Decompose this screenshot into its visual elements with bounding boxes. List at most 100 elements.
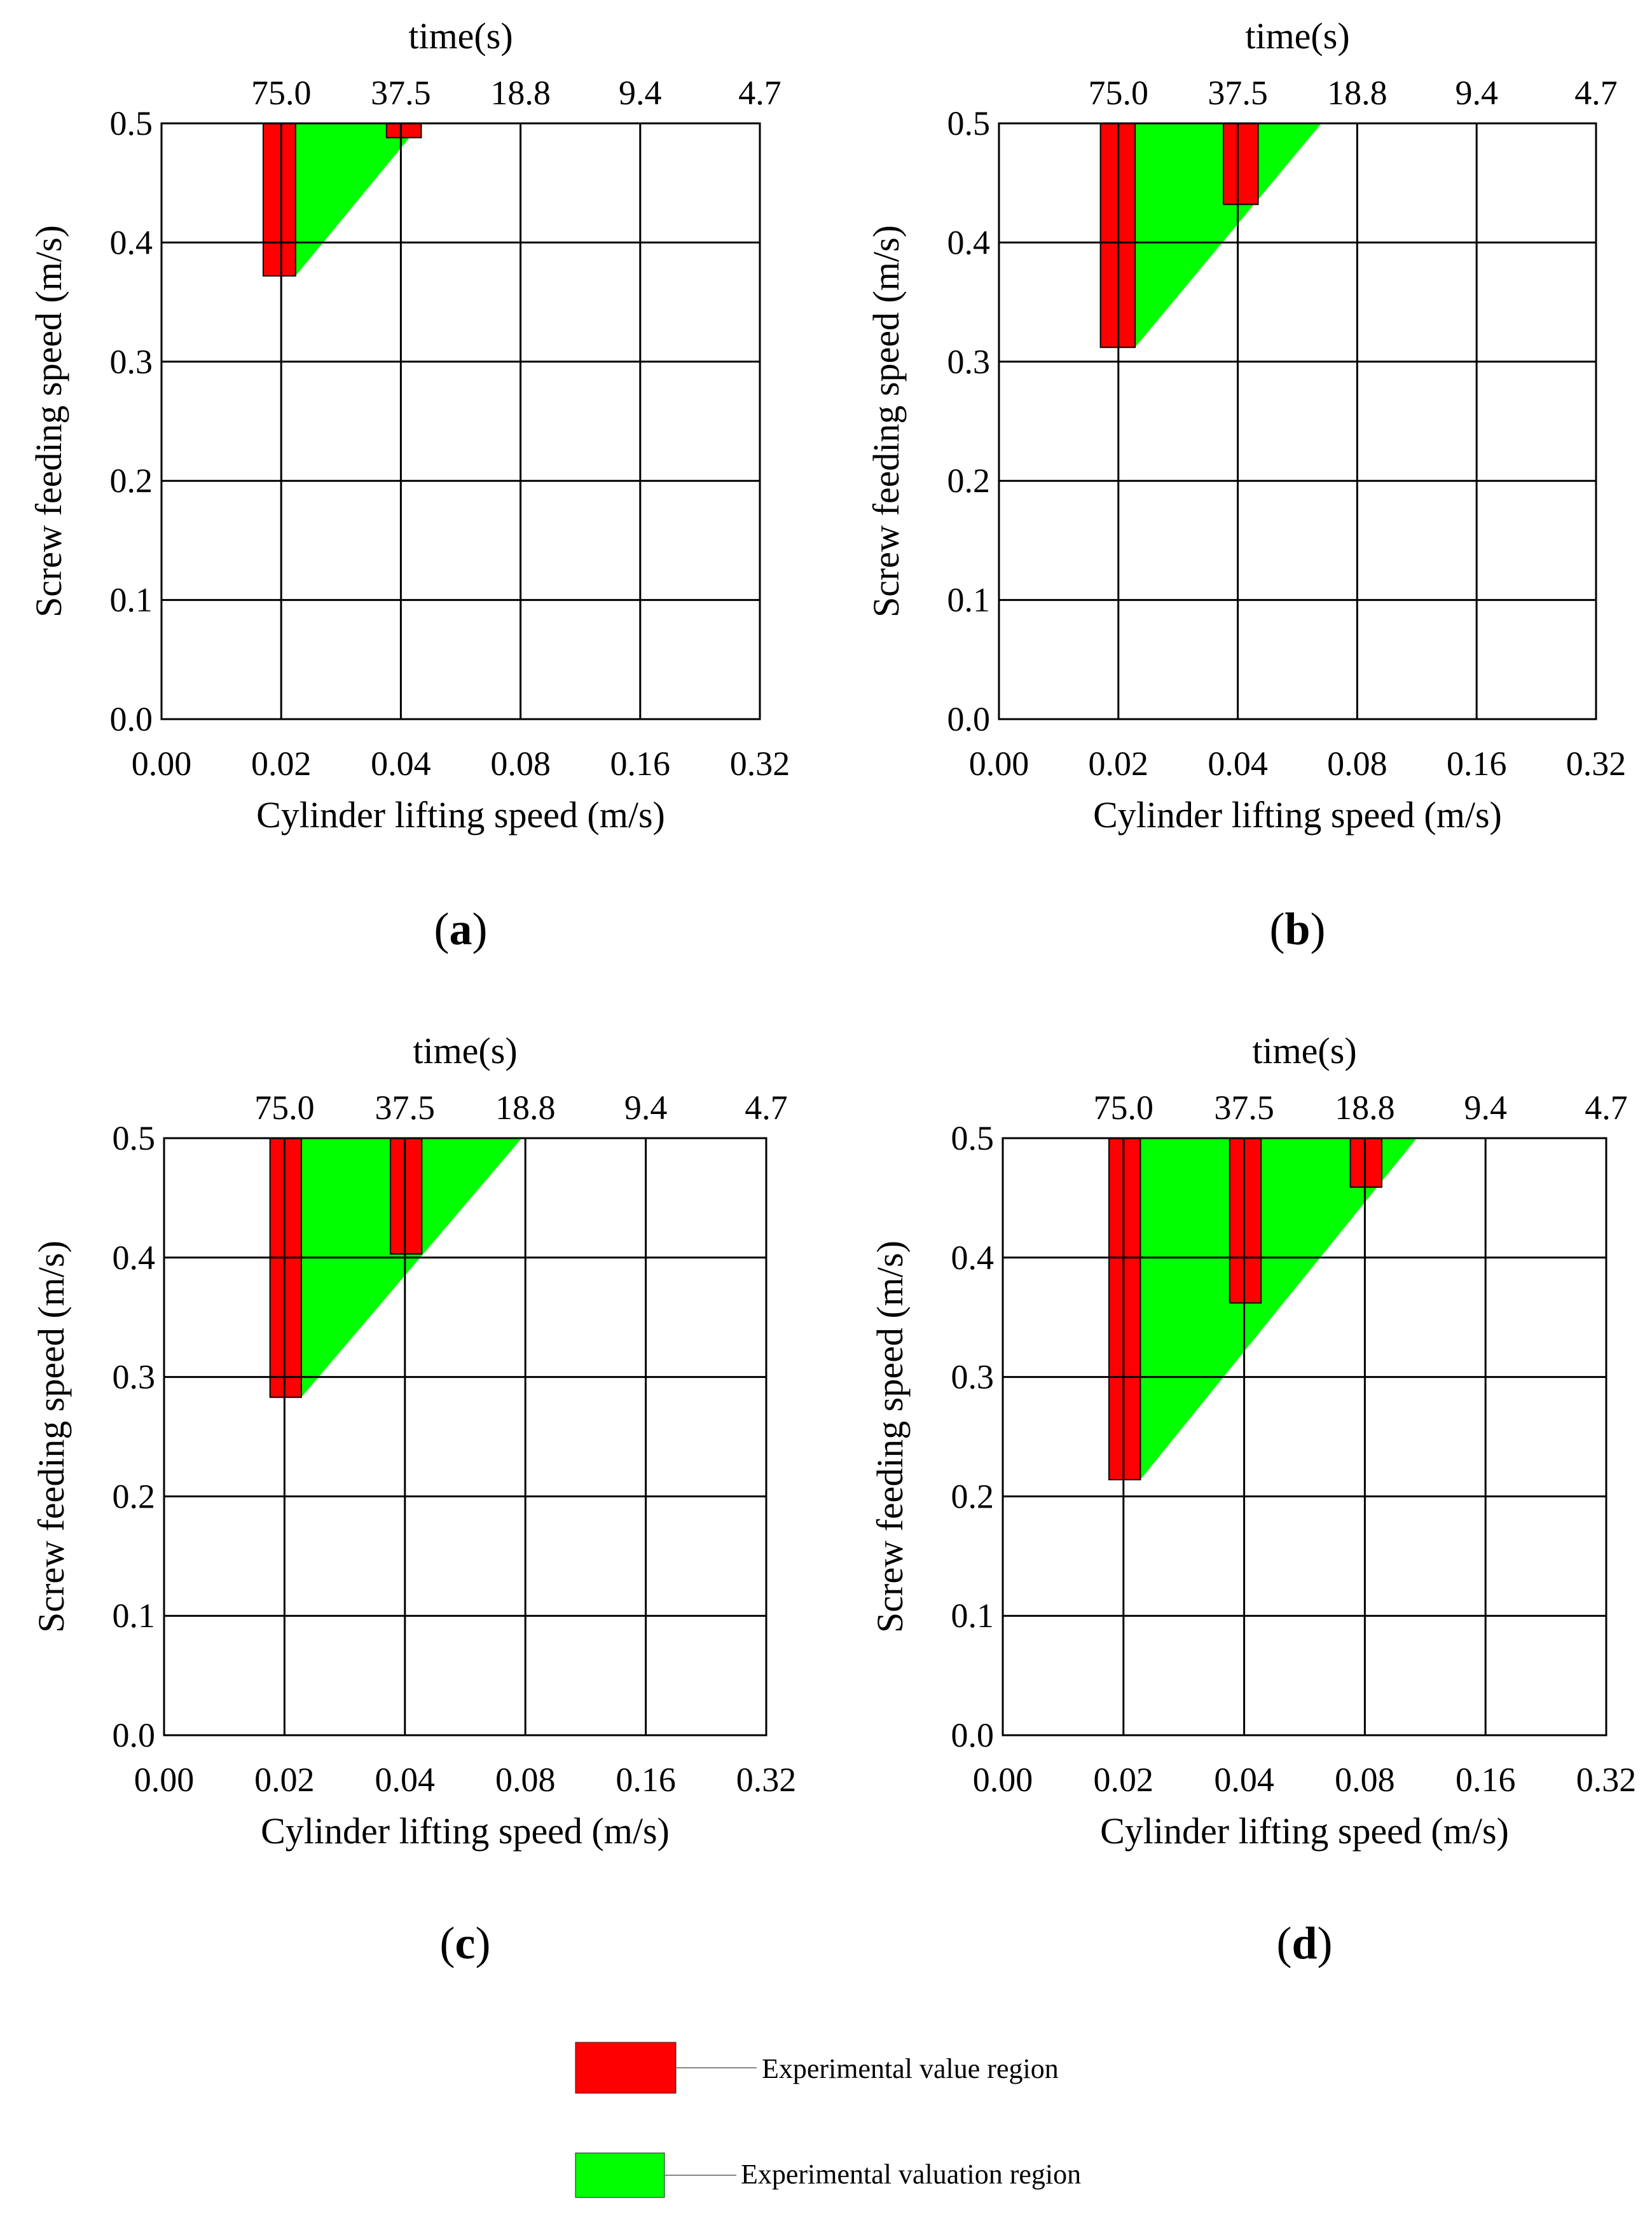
panel-label-letter: c [455,1918,476,1969]
experimental-bar-1 [262,123,296,277]
experimental-bar-2 [1229,1138,1262,1304]
x-tick-label: 0.16 [1456,1761,1516,1799]
x-axis-title: Cylinder lifting speed (m/s) [1100,1810,1509,1852]
valuation-region [263,123,422,276]
y-tick-label: 0.4 [113,1239,156,1277]
plot-area [162,123,760,719]
y-axis-title: Screw feeding speed (m/s) [28,225,69,617]
y-tick-label: 0.2 [110,462,153,500]
experimental-bar-1 [269,1138,302,1398]
experimental-bar-2 [390,1138,423,1255]
y-tick-label: 0.1 [951,1597,995,1635]
plot-frame [163,1137,767,1736]
top-tick-label: 37.5 [1208,74,1268,112]
y-tick-label: 0.1 [113,1597,156,1635]
top-tick-label: 75.0 [251,74,312,112]
y-tick-label: 0.5 [113,1119,156,1157]
legend-item: Experimental value region [575,2042,1059,2094]
y-tick-label: 0.2 [113,1477,156,1515]
top-tick-label: 75.0 [1094,1089,1154,1127]
y-tick-label: 0.3 [110,343,153,381]
chart-panel-d: 0.00 0.02 0.04 0.08 0.16 0.32 75.0 37.5 18.8 9.4 4… [869,1030,1636,1969]
legend-swatch [575,2042,677,2094]
top-axis-title: time(s) [413,1030,517,1071]
top-tick-label: 18.8 [1327,74,1387,112]
chart-panel-c: 0.00 0.02 0.04 0.08 0.16 0.32 75.0 37.5 18.8 9.4 4… [31,1030,796,1969]
x-tick-label: 0.04 [1214,1761,1274,1799]
top-tick-label: 9.4 [624,1089,668,1127]
y-tick-label: 0.0 [110,700,153,738]
y-tick-label: 0.0 [113,1716,156,1754]
x-tick-label: 0.08 [1335,1761,1395,1799]
x-tick-label: 0.16 [1447,745,1507,783]
panel-label-letter: a [450,904,472,954]
top-tick-label: 18.8 [490,74,551,112]
x-tick-label: 0.08 [495,1761,556,1799]
x-tick-label: 0.08 [490,745,551,783]
top-tick-label: 37.5 [1214,1089,1274,1127]
top-tick-label: 75.0 [254,1089,315,1127]
x-tick-label: 0.32 [736,1761,797,1799]
y-tick-label: 0.1 [110,581,153,619]
x-tick-label: 0.02 [254,1761,315,1799]
chart-panel-b: 0.00 0.02 0.04 0.08 0.16 0.32 75.0 37.5 18.8 9.4 4… [865,15,1626,954]
valuation-region [1109,1138,1417,1480]
y-tick-label: 0.4 [947,223,991,261]
panel-label: (d) [1276,1918,1332,1969]
x-tick-label: 0.02 [1089,745,1149,783]
x-tick-label: 0.16 [610,745,671,783]
top-tick-label: 18.8 [495,1089,556,1127]
valuation-region [270,1138,522,1398]
panel-label-close: ) [1311,904,1326,954]
y-tick-label: 0.4 [951,1239,995,1277]
y-axis-title: Screw feeding speed (m/s) [865,225,907,617]
y-tick-label: 0.2 [947,462,991,500]
panel-label-close: ) [472,904,488,954]
top-axis-title: time(s) [1245,15,1349,57]
panel-label-close: ) [1318,1918,1333,1969]
y-tick-label: 0.0 [947,700,991,738]
y-tick-label: 0.3 [947,343,991,381]
experimental-bar-2 [385,123,422,139]
panel-label-open: ( [434,904,450,954]
y-tick-label: 0.4 [110,223,153,261]
plot-frame [998,122,1597,720]
panel-label-close: ) [475,1918,490,1969]
x-tick-label: 0.00 [973,1761,1033,1799]
y-tick-label: 0.3 [113,1358,156,1396]
top-tick-label: 4.7 [745,1089,788,1127]
x-tick-label: 0.02 [1094,1761,1154,1799]
panel-label-open: ( [1269,904,1284,954]
panel-label: (a) [434,904,488,954]
legend-swatch [575,2152,665,2198]
plot-area [999,123,1596,719]
top-axis-title: time(s) [1252,1030,1356,1071]
x-axis-title: Cylinder lifting speed (m/s) [256,794,665,835]
valuation-region [1100,123,1322,348]
plot-frame [160,122,761,720]
y-tick-label: 0.0 [951,1716,995,1754]
panel-label-letter: d [1291,1918,1317,1969]
x-tick-label: 0.32 [730,745,790,783]
legend-label: Experimental valuation region [741,2159,1081,2190]
top-tick-label: 4.7 [1574,74,1618,112]
top-tick-label: 75.0 [1089,74,1149,112]
y-tick-label: 0.3 [951,1358,995,1396]
legend-label: Experimental value region [762,2053,1059,2084]
x-axis-title: Cylinder lifting speed (m/s) [1093,794,1502,835]
x-axis-title: Cylinder lifting speed (m/s) [261,1810,670,1852]
panel-label-open: ( [1276,1918,1291,1969]
experimental-bar-2 [1223,123,1259,205]
chart-panels: 0.00 0.02 0.04 0.08 0.16 0.32 75.0 37.5 18.8 9.4 4… [28,15,1636,1969]
x-tick-label: 0.00 [132,745,192,783]
y-tick-label: 0.5 [951,1119,995,1157]
top-tick-label: 9.4 [1455,74,1498,112]
y-axis-title: Screw feeding speed (m/s) [31,1241,72,1633]
experimental-bar-3 [1349,1138,1382,1188]
x-tick-label: 0.00 [969,745,1029,783]
panel-label: (c) [440,1918,491,1969]
x-tick-label: 0.00 [134,1761,195,1799]
top-tick-label: 9.4 [619,74,662,112]
y-tick-label: 0.5 [110,104,153,142]
